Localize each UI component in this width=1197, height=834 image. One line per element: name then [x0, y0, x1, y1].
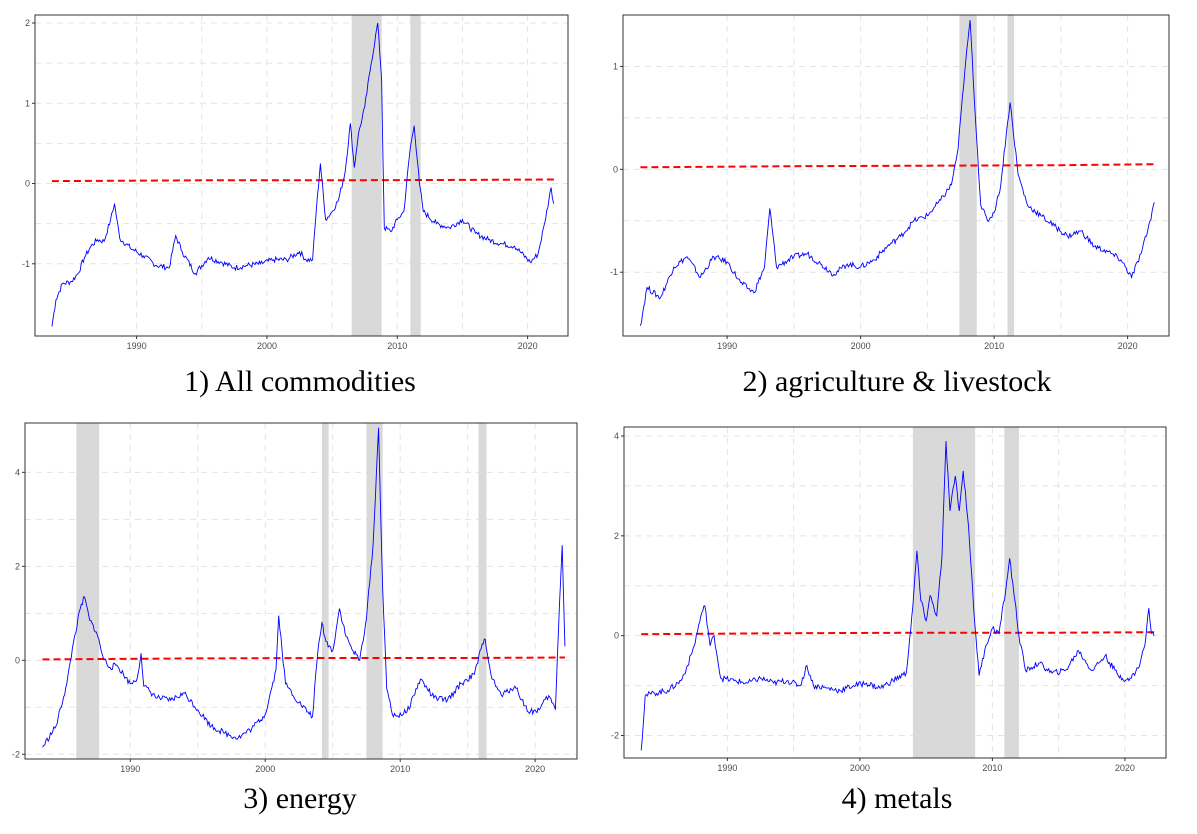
shaded-period — [351, 15, 382, 336]
x-tick-label: 2020 — [518, 341, 538, 351]
x-tick-label: 1990 — [717, 763, 737, 773]
chart-panel-agriculture-livestock: 1990 2000 2010 2020 -1 0 1 2) agriculture & li… — [597, 0, 1197, 410]
x-tick-label: 2000 — [257, 341, 277, 351]
x-tick-label: 2000 — [850, 763, 870, 773]
shaded-period — [410, 15, 421, 336]
y-tick-label: 1 — [25, 98, 30, 108]
x-tick-label: 2010 — [982, 763, 1002, 773]
shaded-period — [959, 15, 977, 336]
y-tick-label: 4 — [15, 467, 20, 477]
y-tick-label: -2 — [611, 731, 619, 741]
x-tick-label: 1990 — [127, 341, 147, 351]
chart-panel-energy: 1990 2000 2010 2020 -2 0 2 4 3) energy — [0, 420, 600, 834]
shaded-period — [1007, 15, 1015, 336]
y-tick-label: 0 — [25, 179, 30, 189]
chart-caption-all-commodities: 1) All commodities — [184, 365, 416, 398]
plot-frame — [24, 422, 578, 760]
y-tick-label: -2 — [12, 749, 20, 759]
shaded-period — [1004, 427, 1019, 758]
shaded-period — [366, 423, 383, 759]
plot-frame — [34, 14, 569, 337]
plot-frame — [623, 426, 1167, 759]
x-tick-label: 2000 — [255, 764, 275, 774]
x-tick-label: 1990 — [120, 764, 140, 774]
shaded-period — [912, 427, 976, 758]
threshold-line — [641, 631, 1155, 636]
threshold-line — [51, 178, 557, 183]
threshold-line — [42, 656, 565, 661]
series-line — [639, 20, 1155, 326]
y-tick-label: 2 — [614, 531, 619, 541]
x-tick-label: 2010 — [984, 341, 1004, 351]
y-tick-label: 0 — [15, 655, 20, 665]
y-tick-label: 0 — [613, 164, 618, 174]
y-tick-label: -1 — [22, 259, 30, 269]
chart-caption-energy: 3) energy — [243, 782, 357, 815]
series-line — [640, 440, 1155, 751]
shaded-period — [76, 423, 100, 759]
y-tick-label: -1 — [610, 267, 618, 277]
chart-svg-all-commodities: 1990 2000 2010 2020 -1 0 1 2 — [22, 14, 569, 351]
chart-panel-metals: 1990 2000 2010 2020 -2 0 2 4 4) metals — [597, 420, 1197, 834]
x-tick-label: 2000 — [851, 341, 871, 351]
chart-caption-agriculture-livestock: 2) agriculture & livestock — [742, 365, 1052, 398]
shaded-period — [321, 423, 329, 759]
chart-panel-all-commodities: 1990 2000 2010 2020 -1 0 1 2 1) All commodities — [0, 0, 600, 410]
y-tick-label: 2 — [25, 18, 30, 28]
chart-svg-metals: 1990 2000 2010 2020 -2 0 2 4 — [611, 426, 1167, 773]
x-tick-label: 2020 — [1118, 341, 1138, 351]
chart-svg-agriculture-livestock: 1990 2000 2010 2020 -1 0 1 — [610, 14, 1170, 351]
x-tick-label: 2020 — [1115, 763, 1135, 773]
y-tick-label: 1 — [613, 61, 618, 71]
y-tick-label: 2 — [15, 561, 20, 571]
chart-svg-energy: 1990 2000 2010 2020 -2 0 2 4 — [12, 422, 578, 774]
threshold-line — [640, 163, 1158, 169]
series-line — [42, 427, 566, 748]
chart-caption-metals: 4) metals — [841, 782, 953, 815]
series-line — [51, 22, 555, 327]
x-tick-label: 2010 — [390, 764, 410, 774]
plot-frame — [622, 14, 1170, 337]
shaded-period — [478, 423, 487, 759]
x-tick-label: 2020 — [525, 764, 545, 774]
y-tick-label: 4 — [614, 431, 619, 441]
x-tick-label: 1990 — [717, 341, 737, 351]
y-tick-label: 0 — [614, 631, 619, 641]
x-tick-label: 2010 — [387, 341, 407, 351]
